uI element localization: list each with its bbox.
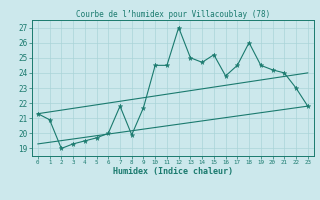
Title: Courbe de l’humidex pour Villacoublay (78): Courbe de l’humidex pour Villacoublay (7… xyxy=(76,10,270,19)
X-axis label: Humidex (Indice chaleur): Humidex (Indice chaleur) xyxy=(113,167,233,176)
